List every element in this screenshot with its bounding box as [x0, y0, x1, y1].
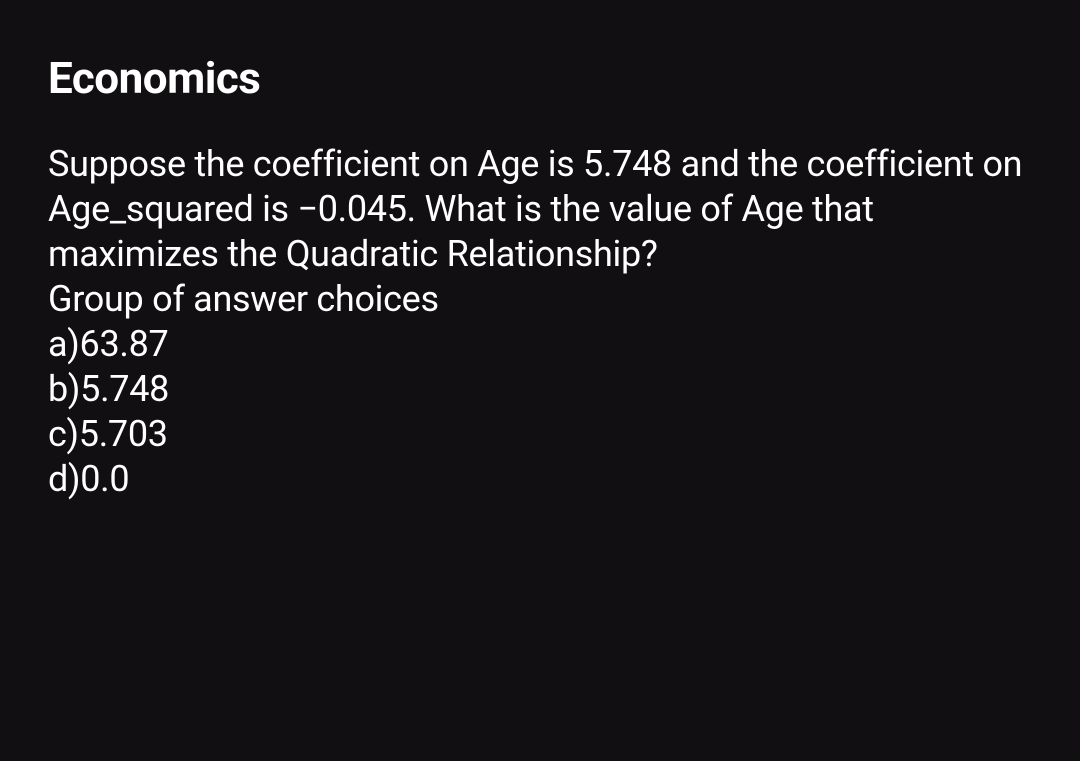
- question-text: Suppose the coefficient on Age is 5.748 …: [48, 142, 1032, 277]
- answer-choice-c: c)5.703: [48, 412, 1032, 457]
- choices-label: Group of answer choices: [48, 277, 1032, 322]
- page-title: Economics: [48, 52, 1032, 104]
- answer-choice-d: d)0.0: [48, 457, 1032, 502]
- answer-choice-b: b)5.748: [48, 367, 1032, 412]
- answer-choice-a: a)63.87: [48, 322, 1032, 367]
